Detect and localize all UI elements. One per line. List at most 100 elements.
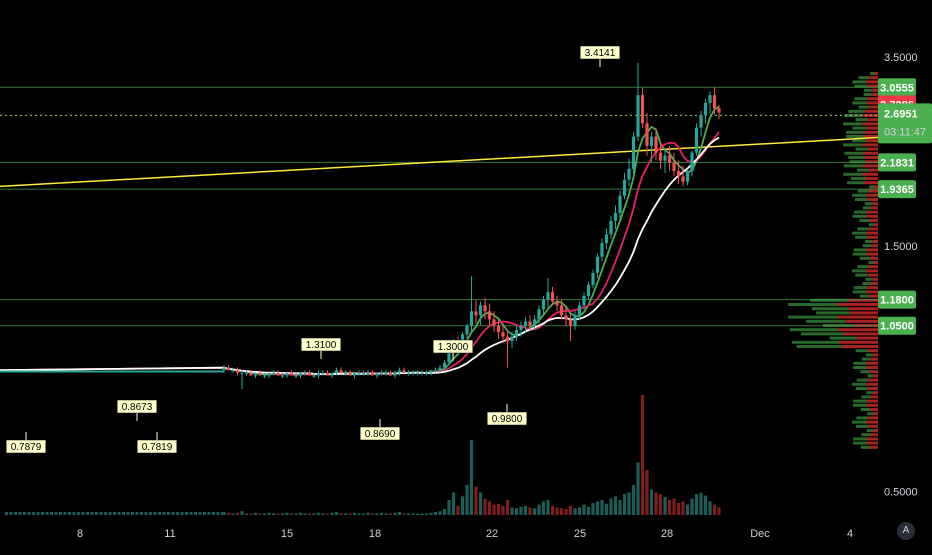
volume-profile-bar: [872, 202, 878, 206]
volume-profile-bar: [868, 378, 878, 382]
candle-body: [424, 372, 429, 374]
volume-profile-bar: [866, 353, 873, 357]
volume-profile-bar: [869, 256, 878, 260]
auto-scale-button[interactable]: A: [897, 522, 915, 540]
candle-body: [258, 372, 262, 376]
volume-profile-bar: [862, 164, 878, 168]
volume-profile-bar: [852, 290, 867, 294]
candle-body: [645, 123, 649, 146]
candle-body: [325, 372, 330, 376]
volume-bar: [194, 512, 197, 515]
volume-profile-bar: [855, 235, 868, 239]
volume-bar: [388, 513, 393, 515]
high-low-label: 3.4141: [585, 48, 616, 59]
volume-profile-bar: [853, 437, 867, 441]
volume-bar: [14, 512, 17, 515]
volume-bar: [280, 513, 285, 515]
volume-profile-bar: [852, 252, 867, 256]
volume-bar: [379, 512, 384, 515]
candle-body: [685, 171, 690, 182]
volume-profile-bar: [843, 332, 878, 336]
volume-profile-bar: [788, 315, 838, 319]
candle-body: [352, 372, 357, 376]
volume-bar: [636, 462, 640, 515]
volume-profile-bar: [860, 445, 871, 449]
candle-body: [555, 301, 559, 306]
volume-profile-bar: [843, 164, 863, 168]
volume-bar: [104, 512, 107, 515]
volume-bar: [95, 512, 98, 515]
volume-bar: [672, 498, 676, 515]
volume-bar: [90, 512, 94, 515]
volume-bar: [559, 508, 564, 515]
volume-bar: [442, 509, 447, 515]
volume-profile-bar: [844, 151, 863, 155]
candle-body: [582, 295, 586, 306]
volume-profile-bar: [855, 273, 868, 277]
volume-bar: [640, 395, 645, 515]
volume-bar: [676, 503, 681, 515]
volume-profile-bar: [856, 424, 869, 428]
volume-bar: [50, 512, 53, 515]
volume-bar: [690, 498, 694, 515]
volume-profile-bar: [867, 198, 878, 201]
candle-body: [523, 321, 528, 326]
volume-bar: [600, 500, 604, 515]
volume-profile-bar: [866, 437, 878, 441]
volume-bar: [167, 512, 170, 515]
candle-body: [681, 176, 685, 182]
price-axis: 3.5000 1.5000 0.5000 3.0555 2.1831 1.9365 1.18…: [878, 52, 932, 498]
candle-body: [285, 372, 289, 376]
volume-bar: [532, 508, 537, 515]
countdown-label: 03:11:47: [884, 126, 926, 138]
volume-bar: [23, 512, 26, 515]
candle-body: [249, 372, 253, 376]
volume-profile-bar: [863, 93, 872, 96]
volume-profile-bar: [866, 391, 873, 395]
volume-bar: [366, 512, 370, 515]
volume-bar: [294, 513, 298, 515]
volume-bar: [198, 512, 202, 515]
volume-bar: [77, 512, 80, 515]
volume-bar: [54, 512, 58, 515]
candle-body: [366, 372, 370, 374]
volume-profile-bar: [853, 399, 867, 403]
candle-body: [613, 212, 618, 221]
volume-profile-bar: [841, 345, 878, 348]
volume-profile-bar: [866, 361, 878, 365]
volume-profile-bar: [862, 282, 871, 285]
volume-bar: [393, 512, 397, 515]
volume-profile-bar: [846, 130, 864, 134]
volume-profile-bar: [829, 336, 857, 340]
volume-bar: [397, 512, 402, 515]
volume-profile-bar: [861, 395, 871, 399]
high-low-label: 0.7819: [142, 442, 173, 453]
volume-profile-bar: [852, 403, 867, 407]
volume-bar: [654, 492, 658, 515]
volume-bar: [708, 501, 712, 515]
candle-body: [487, 311, 492, 320]
candle-body: [298, 372, 303, 376]
volume-profile-bar: [858, 105, 870, 109]
candle-body: [321, 372, 325, 374]
candle-body: [289, 372, 294, 376]
volume-profile-bar: [863, 130, 878, 134]
candle-body: [447, 350, 451, 363]
candle-body: [276, 372, 280, 376]
volume-profile-bar: [847, 181, 865, 185]
candle-body: [672, 162, 676, 172]
candle-body: [231, 370, 235, 372]
volume-bar: [235, 512, 240, 515]
trendline[interactable]: [0, 136, 879, 188]
volume-profile-bar: [865, 160, 878, 164]
volume-bar: [316, 512, 321, 515]
candle-body: [658, 152, 663, 161]
y-tick-label: 1.5000: [884, 241, 918, 253]
candle-body: [280, 375, 285, 377]
volume-bar: [63, 512, 67, 515]
candle-body: [546, 292, 550, 300]
candle-body: [406, 372, 411, 374]
volume-bar: [420, 513, 424, 515]
volume-profile-bar: [855, 147, 868, 151]
